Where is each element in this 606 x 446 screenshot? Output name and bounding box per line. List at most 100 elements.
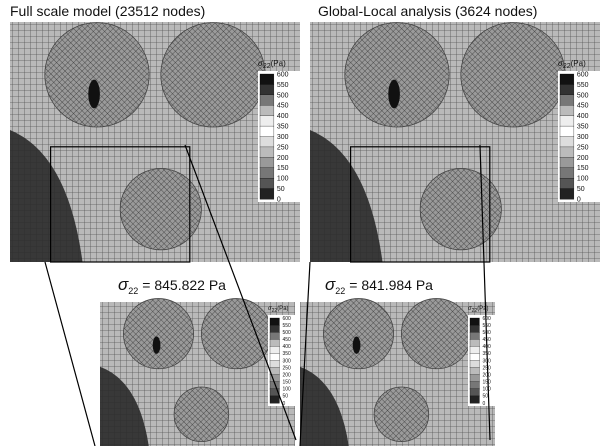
mesh-panel: σ22(Pa)600550500450400350300250200150100… bbox=[300, 298, 499, 446]
value: = 841.984 Pa bbox=[349, 277, 433, 293]
colorbar-band bbox=[259, 94, 275, 106]
colorbar-tick-label: 0 bbox=[277, 196, 281, 203]
colorbar-band bbox=[559, 105, 575, 117]
colorbar-tick-label: 400 bbox=[282, 344, 291, 350]
colorbar-band bbox=[469, 374, 480, 383]
colorbar-tick-label: 450 bbox=[282, 337, 291, 343]
inclusion bbox=[44, 22, 150, 128]
colorbar-tick-label: 200 bbox=[482, 372, 491, 378]
inclusion bbox=[173, 386, 230, 443]
colorbar-band bbox=[269, 324, 280, 333]
colorbar-tick-label: 200 bbox=[577, 155, 589, 162]
dark-region bbox=[100, 366, 149, 446]
colorbar-tick-label: 200 bbox=[277, 155, 289, 162]
colorbar-tick-label: 300 bbox=[577, 134, 589, 141]
colorbar-band bbox=[259, 146, 275, 158]
colorbar-band bbox=[469, 353, 480, 361]
colorbar-tick-label: 150 bbox=[482, 380, 491, 386]
colorbar-band bbox=[269, 395, 280, 404]
symbol: σ bbox=[325, 275, 336, 294]
colorbar-band bbox=[259, 167, 275, 179]
subscript: 22 bbox=[128, 286, 138, 296]
subscript: 22 bbox=[563, 63, 571, 70]
colorbar-band bbox=[469, 381, 480, 390]
colorbar-tick-label: 0 bbox=[482, 401, 485, 407]
colorbar-tick-label: 100 bbox=[282, 387, 291, 393]
colorbar-band bbox=[559, 125, 575, 137]
inclusion bbox=[123, 298, 194, 370]
connectors bbox=[44, 144, 491, 446]
colorbar-band bbox=[269, 332, 280, 340]
colorbar-tick-label: 550 bbox=[277, 82, 289, 89]
colorbar-header: σ22(Pa) bbox=[268, 306, 289, 314]
hole bbox=[388, 79, 400, 109]
colorbar-tick-label: 100 bbox=[577, 176, 589, 183]
unit: (Pa) bbox=[571, 59, 586, 68]
colorbar-tick-label: 500 bbox=[277, 92, 289, 99]
panels: σ22(Pa)600550500450400350300250200150100… bbox=[10, 22, 603, 446]
colorbar-tick-label: 50 bbox=[277, 186, 285, 193]
colorbar-tick-label: 100 bbox=[277, 176, 289, 183]
symbol: σ bbox=[468, 306, 472, 312]
colorbar-band bbox=[469, 317, 480, 326]
colorbar-tick-label: 100 bbox=[482, 387, 491, 393]
colorbar-band bbox=[269, 360, 280, 369]
colorbar-band bbox=[259, 178, 275, 190]
colorbar-band bbox=[559, 115, 575, 127]
colorbar-tick-label: 0 bbox=[282, 401, 285, 407]
colorbar-tick-label: 500 bbox=[577, 92, 589, 99]
colorbar-tick-label: 200 bbox=[282, 372, 291, 378]
colorbar-band bbox=[469, 360, 480, 369]
colorbar-band bbox=[269, 339, 280, 347]
subscript: 22 bbox=[472, 308, 478, 314]
colorbar-tick-label: 500 bbox=[282, 330, 291, 336]
colorbar-band bbox=[259, 84, 275, 96]
colorbar-band bbox=[269, 346, 280, 354]
unit: (Pa) bbox=[277, 306, 288, 312]
colorbar-tick-label: 400 bbox=[277, 113, 289, 120]
colorbar-tick-label: 600 bbox=[277, 71, 289, 78]
colorbar-tick-label: 300 bbox=[282, 358, 291, 364]
symbol: σ bbox=[258, 59, 264, 68]
result-label: σ22 = 845.822 Pa bbox=[118, 275, 226, 296]
colorbar-band bbox=[469, 388, 480, 397]
colorbar-band bbox=[269, 353, 280, 361]
colorbar-tick-label: 350 bbox=[282, 351, 291, 357]
mesh-panel: σ22(Pa)600550500450400350300250200150100… bbox=[10, 22, 303, 263]
hole bbox=[88, 79, 100, 109]
symbol: σ bbox=[558, 59, 564, 68]
subscript: 22 bbox=[272, 308, 278, 314]
hole bbox=[352, 336, 361, 354]
hole bbox=[152, 336, 161, 354]
colorbar-tick-label: 250 bbox=[282, 365, 291, 371]
colorbar-tick-label: 50 bbox=[282, 394, 288, 400]
colorbar-band bbox=[559, 167, 575, 179]
colorbar-tick-label: 150 bbox=[277, 165, 289, 172]
colorbar-tick-label: 450 bbox=[577, 103, 589, 110]
colorbar-band bbox=[269, 317, 280, 326]
mesh-panel: σ22(Pa)600550500450400350300250200150100… bbox=[100, 298, 299, 446]
subscript: 22 bbox=[335, 286, 345, 296]
symbol: σ bbox=[268, 306, 272, 312]
unit: (Pa) bbox=[271, 59, 286, 68]
colorbar-tick-label: 600 bbox=[577, 71, 589, 78]
colorbar-tick-label: 300 bbox=[277, 134, 289, 141]
inclusion bbox=[200, 298, 272, 370]
inclusion bbox=[160, 22, 266, 128]
colorbar-band bbox=[469, 367, 480, 376]
colorbar-band bbox=[259, 73, 275, 85]
colorbar-tick-label: 0 bbox=[577, 196, 581, 203]
inclusion bbox=[344, 22, 450, 128]
colorbar-tick-label: 250 bbox=[482, 365, 491, 371]
colorbar-band bbox=[559, 136, 575, 148]
colorbar-tick-label: 600 bbox=[282, 316, 291, 322]
zoom-box bbox=[49, 146, 191, 263]
inclusion bbox=[460, 22, 566, 128]
colorbar-tick-label: 550 bbox=[282, 323, 291, 329]
result-label: σ22 = 841.984 Pa bbox=[325, 275, 433, 296]
colorbar-header: σ22(Pa) bbox=[258, 59, 286, 70]
colorbar-band bbox=[469, 324, 480, 333]
inclusion bbox=[119, 168, 202, 251]
colorbar-tick-label: 250 bbox=[277, 144, 289, 151]
colorbar-band bbox=[469, 332, 480, 340]
